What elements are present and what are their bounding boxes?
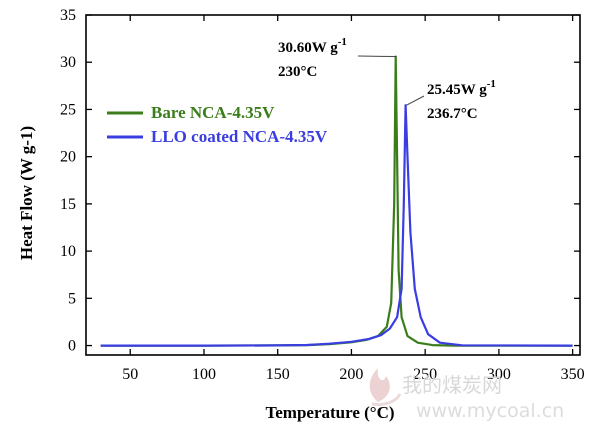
x-axis-ticks: 50 100 150 200 250 300 350 — [122, 15, 585, 383]
series-layer — [100, 55, 573, 347]
annotation-layer: 30.60W g-1 230°C 25.45W g-1 236.7°C — [278, 36, 496, 122]
x-tick-label: 200 — [339, 366, 363, 383]
series-line-0 — [100, 55, 573, 347]
legend-label-1: LLO coated NCA-4.35V — [151, 127, 328, 146]
y-tick-label: 15 — [60, 196, 76, 213]
legend-label-0: Bare NCA-4.35V — [151, 103, 275, 122]
watermark-text: 我的煤炭网 — [402, 373, 502, 397]
annotation-value-0: 30.60W g-1 — [278, 36, 347, 56]
y-tick-label: 5 — [68, 290, 76, 307]
watermark-url: www.mycoal.cn — [416, 400, 564, 422]
annotation-value-1: 25.45W g-1 — [427, 78, 496, 98]
watermark: 我的煤炭网 www.mycoal.cn — [369, 368, 564, 422]
x-tick-label: 350 — [561, 366, 585, 383]
x-tick-label: 50 — [122, 366, 138, 383]
y-axis-ticks: 0 5 10 15 20 25 30 35 — [60, 7, 580, 355]
y-tick-label: 25 — [60, 101, 76, 118]
plot-frame — [85, 14, 581, 356]
x-tick-label: 300 — [487, 366, 511, 383]
x-tick-label: 150 — [266, 366, 290, 383]
y-tick-label: 0 — [68, 338, 76, 355]
legend: Bare NCA-4.35V LLO coated NCA-4.35V — [107, 103, 328, 146]
x-axis-title: Temperature (°C) — [265, 403, 394, 422]
annotation-leader-1 — [406, 95, 425, 106]
y-tick-label: 20 — [60, 149, 76, 166]
series-line-1 — [100, 104, 573, 347]
annotation-temp-0: 230°C — [278, 64, 317, 80]
plot-border — [85, 14, 581, 356]
annotation-leader-0 — [357, 55, 397, 58]
y-tick-label: 30 — [60, 54, 76, 71]
x-tick-label: 100 — [192, 366, 216, 383]
x-tick-label: 250 — [413, 366, 437, 383]
y-tick-label: 10 — [60, 243, 76, 260]
annotation-temp-1: 236.7°C — [427, 106, 478, 122]
y-axis-title: Heat Flow (W g-1) — [17, 126, 36, 260]
y-tick-label: 35 — [60, 7, 76, 24]
flame-logo-icon — [369, 368, 402, 406]
